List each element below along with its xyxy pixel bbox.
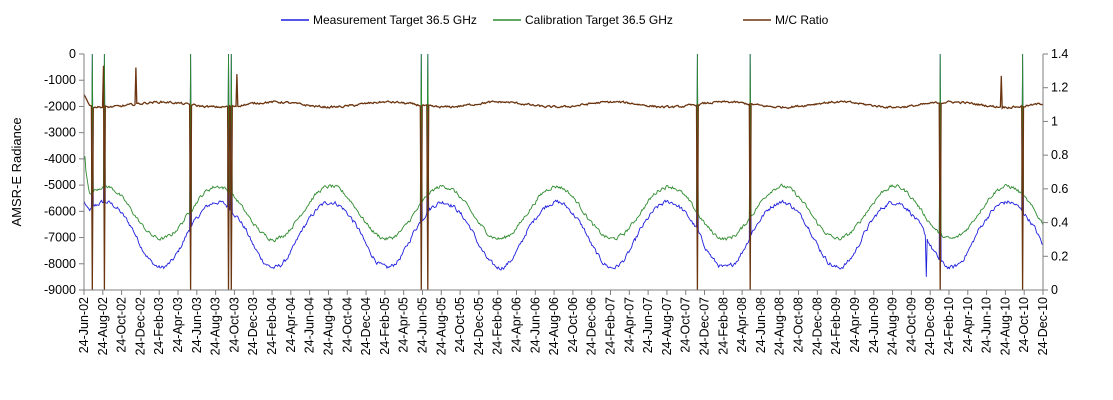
y2-tick-label: 0 [1051, 283, 1058, 297]
y2-tick-label: 1 [1051, 114, 1058, 128]
x-tick-label: 24-Jun-03 [190, 297, 204, 353]
x-tick-label: 24-Apr-09 [848, 297, 862, 353]
x-tick-label: 24-Feb-05 [378, 297, 392, 355]
x-tick-label: 24-Apr-05 [397, 297, 411, 353]
x-tick-label: 24-Jun-08 [754, 297, 768, 353]
x-tick-label: 24-Oct-03 [227, 297, 241, 353]
x-tick-label: 24-Aug-09 [886, 297, 900, 355]
x-tick-label: 24-Apr-10 [961, 297, 975, 353]
y-tick-label: 0 [69, 47, 76, 61]
x-tick-label: 24-Dec-06 [585, 297, 599, 355]
x-tick-label: 24-Feb-09 [829, 297, 843, 355]
x-tick-label: 24-Dec-10 [1036, 297, 1050, 355]
x-tick-label: 24-Jun-06 [528, 297, 542, 353]
y-tick-label: -6000 [44, 204, 76, 218]
x-tick-label: 24-Oct-06 [566, 297, 580, 353]
x-tick-label: 24-Oct-04 [340, 297, 354, 353]
legend-label-calibration: Calibration Target 36.5 GHz [525, 13, 673, 27]
y2-tick-label: 0.4 [1051, 216, 1068, 230]
x-tick-label: 24-Apr-04 [284, 297, 298, 353]
axes: 0 -1000 -2000 -3000 -4000 -5000 -6000 -7000 -800… [44, 47, 1068, 355]
x-tick-label: 24-Aug-05 [434, 297, 448, 355]
y2-tick-label: 0.8 [1051, 148, 1068, 162]
x-tick-label: 24-Oct-05 [453, 297, 467, 353]
x-tick-label: 24-Aug-08 [773, 297, 787, 355]
x-tick-label: 24-Apr-03 [171, 297, 185, 353]
x-tick-label: 24-Feb-10 [942, 297, 956, 355]
x-tick-label: 24-Dec-03 [246, 297, 260, 355]
y-tick-label: -1000 [44, 73, 76, 87]
y-tick-label: -2000 [44, 99, 76, 113]
x-tick-label: 24-Aug-02 [96, 297, 110, 355]
x-tick-label: 24-Oct-09 [904, 297, 918, 353]
x-tick-label: 24-Jun-07 [641, 297, 655, 353]
y-tick-label: -7000 [44, 231, 76, 245]
legend-label-measurement: Measurement Target 36.5 GHz [313, 13, 477, 27]
x-tick-label: 24-Jun-10 [980, 297, 994, 353]
x-tick-label: 24-Apr-07 [622, 297, 636, 353]
x-tick-label: 24-Oct-02 [115, 297, 129, 353]
x-tick-label: 24-Feb-07 [604, 297, 618, 355]
series-line-2 [83, 65, 1044, 291]
x-tick-label: 24-Jun-09 [867, 297, 881, 353]
x-tick-label: 24-Aug-10 [998, 297, 1012, 355]
x-tick-label: 24-Dec-05 [472, 297, 486, 355]
x-tick-label: 24-Dec-08 [810, 297, 824, 355]
legend: Measurement Target 36.5 GHz Calibration … [281, 13, 829, 27]
x-tick-label: 24-Feb-08 [716, 297, 730, 355]
y2-tick-label: 0.2 [1051, 249, 1068, 263]
x-tick-label: 24-Aug-03 [209, 297, 223, 355]
x-tick-label: 24-Feb-06 [491, 297, 505, 355]
plot-lines [83, 53, 1044, 291]
x-tick-label: 24-Dec-07 [698, 297, 712, 355]
x-tick-label: 24-Aug-07 [660, 297, 674, 355]
x-tick-label: 24-Oct-08 [792, 297, 806, 353]
y-tick-label: -8000 [44, 257, 76, 271]
x-tick-label: 24-Oct-07 [679, 297, 693, 353]
y-tick-label: -5000 [44, 178, 76, 192]
y2-tick-label: 1.2 [1051, 81, 1068, 95]
x-tick-label: 24-Aug-04 [321, 297, 335, 355]
x-tick-label: 24-Jun-05 [415, 297, 429, 353]
x-tick-label: 24-Aug-06 [547, 297, 561, 355]
x-tick-label: 24-Dec-02 [133, 297, 147, 355]
x-tick-label: 24-Dec-04 [359, 297, 373, 355]
x-tick-label: 24-Dec-09 [923, 297, 937, 355]
x-tick-label: 24-Jun-04 [303, 297, 317, 353]
y2-tick-label: 1.4 [1051, 47, 1068, 61]
y-axis-title: AMSR-E Radiance [9, 117, 24, 226]
x-tick-label: 24-Apr-06 [509, 297, 523, 353]
legend-label-ratio: M/C Ratio [775, 13, 829, 27]
y-tick-label: -9000 [44, 283, 76, 297]
x-tick-label: 24-Apr-08 [735, 297, 749, 353]
x-tick-label: 24-Jun-02 [77, 297, 91, 353]
series-line-0 [83, 53, 1043, 277]
x-tick-label: 24-Oct-10 [1017, 297, 1031, 353]
y-tick-label: -4000 [44, 152, 76, 166]
series-line-1 [83, 53, 1044, 243]
x-tick-label: 24-Feb-03 [152, 297, 166, 355]
y2-tick-label: 0.6 [1051, 182, 1068, 196]
x-tick-label: 24-Feb-04 [265, 297, 279, 355]
y-tick-label: -3000 [44, 126, 76, 140]
